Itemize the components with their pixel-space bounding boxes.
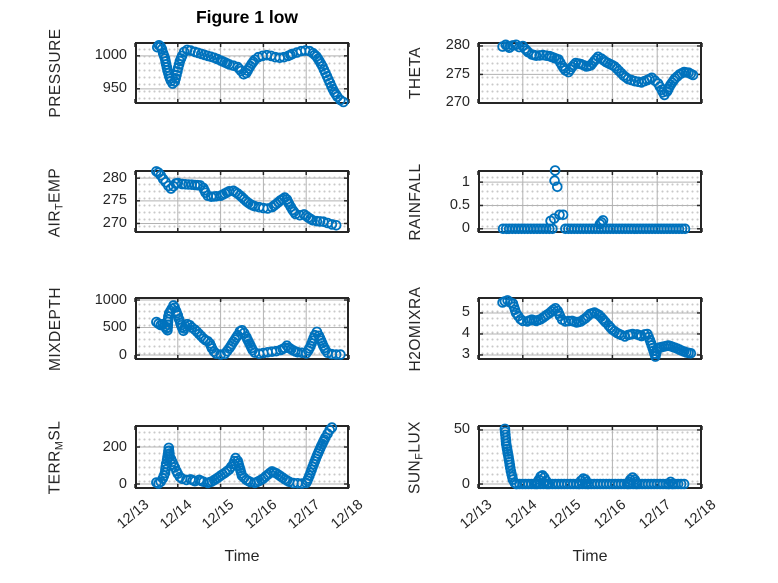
subplot-air-temp-ytick-275: 275 <box>102 192 127 209</box>
xtick-terr-msl-12-18: 12/18 <box>327 496 366 533</box>
subplot-h2omixra-ytick-3: 3 <box>461 346 470 363</box>
subplot-pressure-axes <box>134 39 350 108</box>
xtick-sun-flux-12-15: 12/15 <box>546 496 585 533</box>
ylabel-subscript: F <box>413 452 426 460</box>
ylabel-text: SL <box>46 420 64 441</box>
xtick-sun-flux-12-14: 12/14 <box>501 496 540 533</box>
subplot-terr-msl-plot <box>134 422 350 489</box>
subplot-theta-ytick-270: 270 <box>445 94 470 111</box>
figure-title: Figure 1 low <box>195 7 299 27</box>
ylabel-text: TERR <box>46 450 64 495</box>
subplot-h2omixra-ytick-4: 4 <box>461 325 470 342</box>
subplot-pressure-ytick-1000: 1000 <box>94 47 127 64</box>
subplot-mixdepth-ytick-0: 0 <box>118 346 127 363</box>
subplot-h2omixra-series <box>497 295 697 362</box>
subplot-sun-flux-ytick-50: 50 <box>453 421 470 438</box>
subplot-rainfall-series <box>497 165 691 235</box>
subplot-terr-msl-ytick-200: 200 <box>102 438 127 455</box>
xtick-sun-flux-12-16: 12/16 <box>591 496 630 533</box>
subplot-h2omixra-axes <box>477 295 703 362</box>
subplot-terr-msl-ylabel: TERRMSL <box>46 358 67 558</box>
xtick-sun-flux-12-18: 12/18 <box>680 496 719 533</box>
subplot-theta-series <box>497 39 699 101</box>
subplot-rainfall-ytick-0: 0 <box>461 220 470 237</box>
subplot-h2omixra-ytick-5: 5 <box>461 304 470 321</box>
subplot-sun-flux-series <box>499 423 690 490</box>
subplot-pressure-plot <box>134 39 350 108</box>
x-axis-label-left: Time <box>224 548 260 565</box>
subplot-air-temp-ytick-270: 270 <box>102 214 127 231</box>
subplot-theta-axes <box>477 39 703 104</box>
xtick-terr-msl-12-17: 12/17 <box>285 496 324 533</box>
subplot-sun-flux-ylabel: SUNFLUX <box>406 358 427 558</box>
subplot-theta-plot <box>477 39 703 104</box>
subplot-terr-msl-axes <box>134 422 350 489</box>
ylabel-text: SUN <box>406 459 424 495</box>
subplot-h2omixra-plot <box>477 295 703 362</box>
subplot-mixdepth-ytick-500: 500 <box>102 319 127 336</box>
xtick-sun-flux-12-17: 12/17 <box>636 496 675 533</box>
ylabel-text: EMP <box>46 167 64 203</box>
xtick-terr-msl-12-16: 12/16 <box>242 496 281 533</box>
subplot-rainfall-axes <box>477 165 703 235</box>
subplot-sun-flux-ytick-0: 0 <box>461 475 470 492</box>
subplot-terr-msl-ytick-0: 0 <box>118 475 127 492</box>
xtick-sun-flux-12-13: 12/13 <box>456 496 495 533</box>
xtick-terr-msl-12-13: 12/13 <box>113 496 152 533</box>
subplot-sun-flux-plot <box>477 423 703 490</box>
xtick-terr-msl-12-15: 12/15 <box>199 496 238 533</box>
subplot-rainfall-ytick-0p5: 0.5 <box>449 196 470 213</box>
ylabel-text: THETA <box>407 46 424 100</box>
subplot-rainfall-plot <box>477 165 703 235</box>
subplot-air-temp-axes <box>134 166 350 233</box>
ylabel-subscript: M <box>53 440 66 451</box>
subplot-air-temp-plot <box>134 166 350 233</box>
subplot-pressure-ytick-950: 950 <box>102 80 127 97</box>
subplot-air-temp-ytick-280: 280 <box>102 169 127 186</box>
subplot-mixdepth-axes <box>134 297 350 360</box>
subplot-mixdepth-ytick-1000: 1000 <box>94 291 127 308</box>
subplot-rainfall-ytick-1: 1 <box>461 173 470 190</box>
subplot-theta-ytick-280: 280 <box>445 37 470 54</box>
subplot-theta-ytick-275: 275 <box>445 65 470 82</box>
subplot-air-temp-series <box>151 166 342 231</box>
subplot-terr-msl-series <box>151 422 338 489</box>
subplot-pressure-series <box>151 39 349 108</box>
subplot-mixdepth-plot <box>134 297 350 360</box>
x-axis-label-right: Time <box>572 548 608 565</box>
subplot-sun-flux-axes <box>477 423 703 490</box>
ylabel-subscript: T <box>53 202 66 210</box>
ylabel-text: LUX <box>406 421 424 453</box>
subplot-mixdepth-series <box>151 300 346 360</box>
xtick-terr-msl-12-14: 12/14 <box>156 496 195 533</box>
